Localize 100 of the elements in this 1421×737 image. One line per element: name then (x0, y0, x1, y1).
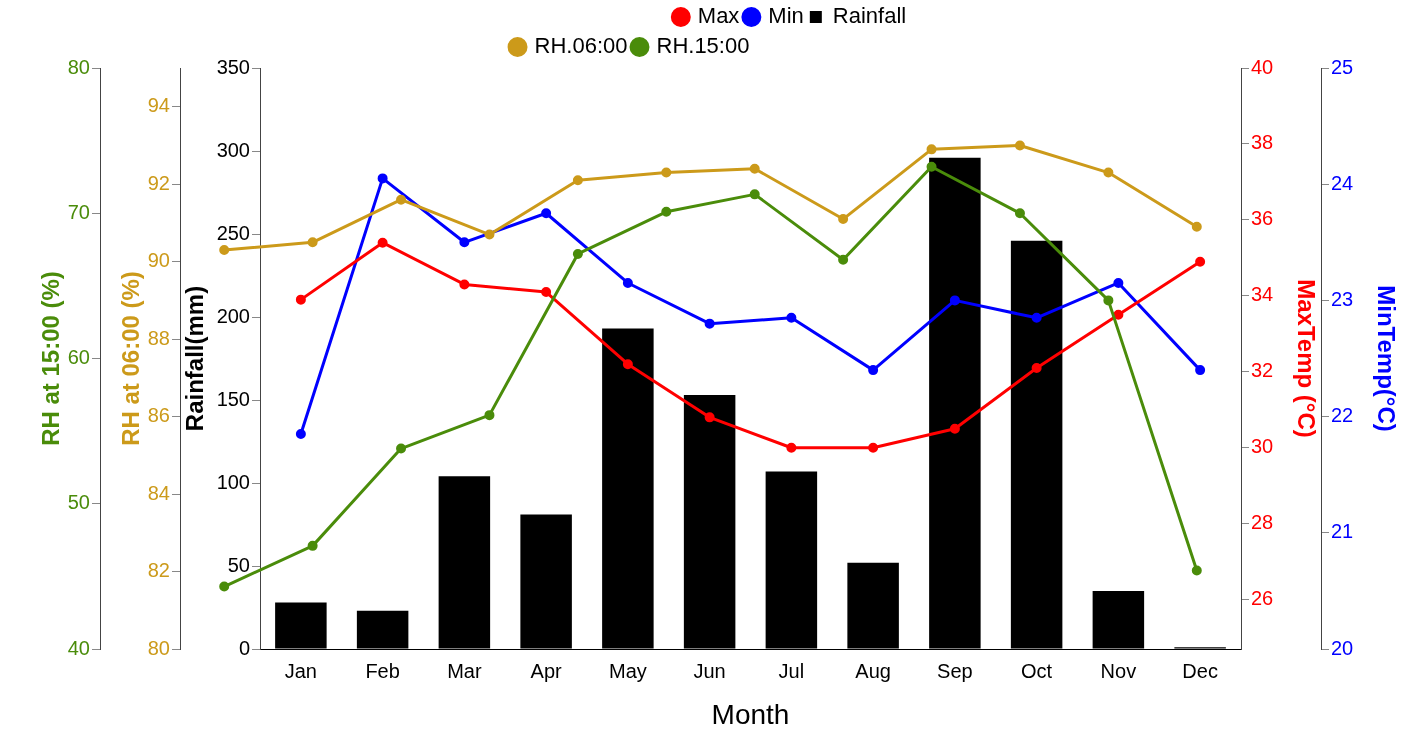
point (295, 429, 306, 440)
point (484, 410, 495, 421)
point (484, 229, 495, 240)
y3-tick-label: 24 (1331, 171, 1354, 194)
y3-axis-title: MinTemp(°C) (1372, 285, 1400, 432)
point (838, 214, 849, 225)
y2-tick-label: 36 (1251, 207, 1274, 230)
x-tick-label: Jun (693, 659, 726, 682)
point (307, 237, 318, 248)
x-tick-label: Nov (1100, 659, 1137, 682)
point (1031, 362, 1042, 373)
y-tick-label: 82 (147, 559, 170, 582)
point (661, 167, 672, 178)
point (1014, 140, 1025, 151)
point (949, 295, 960, 306)
y2-tick-label: 70 (67, 200, 90, 223)
legend-label: Max (697, 3, 740, 29)
point (749, 163, 760, 174)
x-tick-label: Mar (447, 659, 482, 682)
x-axis-title: Month (711, 698, 790, 730)
point (1031, 312, 1042, 323)
y-tick-label: 300 (216, 138, 250, 161)
y2-tick-label: 60 (67, 346, 90, 369)
y2-tick-label: 30 (1251, 435, 1274, 458)
y-axis-title: Rainfall(mm) (181, 285, 209, 432)
y-tick-label: 200 (216, 304, 250, 327)
y-tick-label: 94 (147, 94, 170, 117)
point (1191, 565, 1202, 576)
y3-tick-label: 23 (1331, 287, 1354, 310)
point (377, 237, 388, 248)
point (1014, 208, 1025, 219)
x-tick-label: Sep (937, 659, 973, 682)
x-tick-label: Apr (530, 659, 563, 682)
y2-tick-label: 32 (1251, 359, 1274, 382)
y3-tick-label: 25 (1331, 55, 1354, 78)
x-tick-label: Oct (1021, 659, 1053, 682)
point (868, 365, 879, 376)
point (704, 412, 715, 423)
y2-tick-label: 80 (67, 55, 90, 78)
y-tick-label: 150 (216, 387, 250, 410)
point (219, 581, 230, 592)
point (1195, 365, 1206, 376)
legend-label: Rainfall (832, 3, 907, 29)
point (307, 540, 318, 551)
point (459, 237, 470, 248)
point (396, 194, 407, 205)
point (377, 173, 388, 184)
point (749, 189, 760, 200)
point (541, 287, 552, 298)
y3-tick-label: 22 (1331, 404, 1354, 427)
y2-axis-title: MaxTemp (°C) (1292, 279, 1320, 438)
y2-tick-label: 40 (67, 636, 90, 659)
point (1191, 221, 1202, 232)
y2-tick-label: 28 (1251, 511, 1274, 534)
x-tick-label: Dec (1182, 659, 1218, 682)
y3-tick-label: 20 (1331, 636, 1354, 659)
point (1103, 167, 1114, 178)
point (572, 175, 583, 186)
x-tick-label: Jul (778, 659, 805, 682)
y-tick-label: 88 (147, 326, 170, 349)
point (219, 245, 230, 256)
y-tick-label: 80 (147, 636, 170, 659)
legend-label: Min (768, 3, 804, 29)
legend-label: RH.06:00 (534, 33, 628, 59)
y-tick-label: 0 (238, 636, 250, 659)
point (541, 208, 552, 219)
x-tick-label: Jan (284, 659, 317, 682)
point (786, 312, 797, 323)
point (1113, 277, 1124, 288)
x-tick-label: Aug (855, 659, 891, 682)
y-tick-label: 50 (227, 553, 250, 576)
point (1113, 309, 1124, 320)
x-tick-label: May (608, 659, 647, 682)
y2-tick-label: 40 (1251, 55, 1274, 78)
point (661, 206, 672, 217)
y-tick-label: 90 (147, 249, 170, 272)
point (295, 294, 306, 305)
point (572, 248, 583, 259)
y2-tick-label: 34 (1251, 283, 1274, 306)
point (868, 442, 879, 453)
point (622, 359, 633, 370)
point (786, 442, 797, 453)
y-tick-label: 250 (216, 221, 250, 244)
y-tick-label: 350 (216, 55, 250, 78)
point (838, 254, 849, 265)
y-tick-label: 86 (147, 404, 170, 427)
y-tick-label: 92 (147, 171, 170, 194)
y2-tick-label: 38 (1251, 131, 1274, 154)
y-tick-label: 100 (216, 470, 250, 493)
y2-tick-label: 26 (1251, 587, 1274, 610)
point (622, 277, 633, 288)
point (704, 318, 715, 329)
y2-tick-label: 50 (67, 491, 90, 514)
point (459, 279, 470, 290)
point (1103, 295, 1114, 306)
y2-axis-title: RH at 15:00 (%) (37, 271, 65, 446)
point (949, 423, 960, 434)
point (396, 443, 407, 454)
y3-tick-label: 21 (1331, 520, 1354, 543)
y-axis-title: RH at 06:00 (%) (117, 271, 145, 446)
